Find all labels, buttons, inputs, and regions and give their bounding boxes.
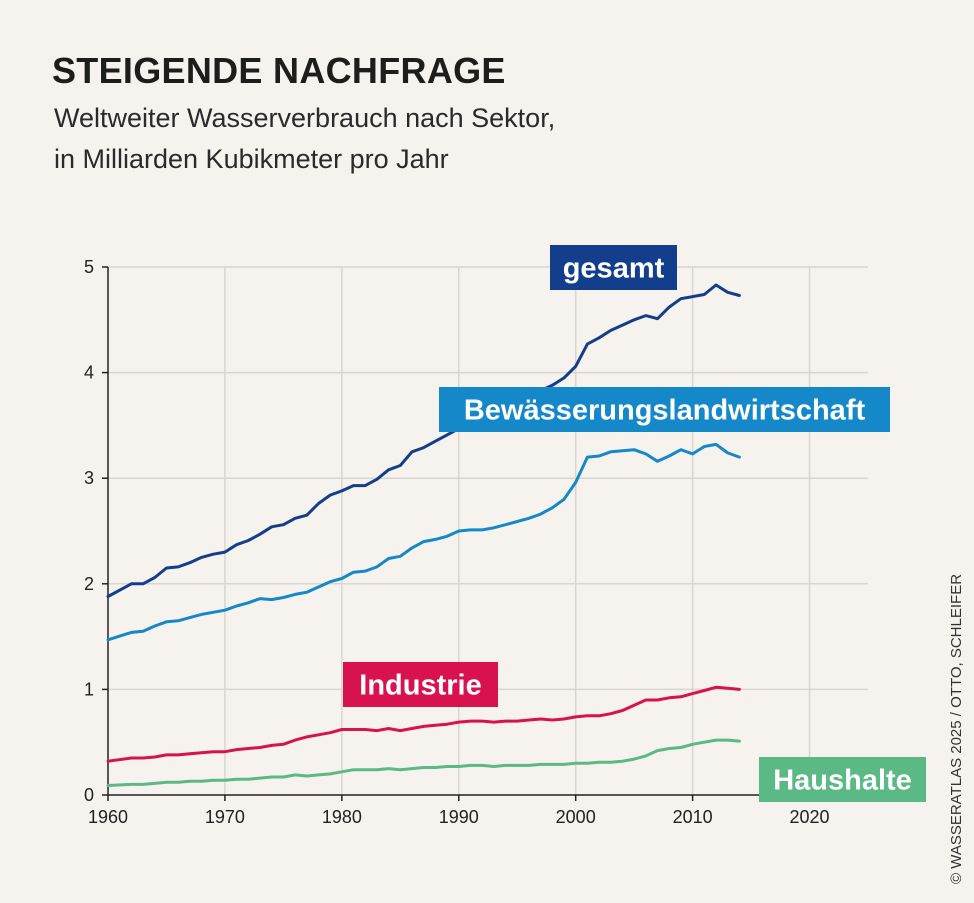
series-label-2: Industrie (343, 662, 498, 707)
page-subtitle: Weltweiter Wasserverbrauch nach Sektor, … (54, 98, 555, 180)
tick-label-y-3: 3 (84, 468, 94, 488)
page-title: STEIGENDE NACHFRAGE (52, 50, 506, 91)
series-label-text-1: Bewässerungslandwirtschaft (464, 395, 866, 427)
tick-label-y-0: 0 (84, 785, 94, 805)
series-label-0: gesamt (550, 245, 677, 290)
chart-series-lines (106, 283, 741, 787)
subtitle-line-1: Weltweiter Wasserverbrauch nach Sektor, (54, 103, 556, 133)
series-label-text-2: Industrie (359, 670, 481, 702)
tick-label-x-2000: 2000 (556, 807, 596, 827)
tick-label-x-2010: 2010 (673, 807, 713, 827)
series-label-1: Bewässerungslandwirtschaft (439, 387, 890, 432)
series-line-2 (106, 685, 741, 763)
chart-axes (102, 266, 868, 801)
chart-series-labels: gesamt Bewässerungslandwirtschaft Industri… (343, 245, 926, 802)
chart-grid (108, 266, 868, 795)
series-label-box-1 (439, 387, 890, 432)
credit-text: © WASSERATLAS 2025 / OTTO, SCHLEIFER (948, 573, 965, 884)
tick-label-x-1990: 1990 (439, 807, 479, 827)
tick-label-x-2020: 2020 (790, 807, 830, 827)
series-line-1 (106, 442, 741, 642)
tick-label-y-4: 4 (84, 363, 94, 383)
tick-label-x-1970: 1970 (205, 807, 245, 827)
series-label-text-0: gesamt (563, 253, 665, 285)
subtitle-line-2: in Milliarden Kubikmeter pro Jahr (54, 144, 449, 174)
series-label-text-3: Haushalte (773, 765, 912, 797)
chart-tick-labels: 1960 1970 1980 1990 2000 2010 2020 0 1 2 3 4 5 (84, 257, 830, 827)
tick-label-y-5: 5 (84, 257, 94, 277)
series-label-box-2 (343, 662, 498, 707)
tick-label-x-1960: 1960 (88, 807, 128, 827)
tick-label-x-1980: 1980 (322, 807, 362, 827)
series-label-box-0 (550, 245, 677, 290)
tick-label-y-2: 2 (84, 574, 94, 594)
series-line-3 (106, 738, 741, 787)
series-label-3: Haushalte (759, 757, 926, 802)
series-line-0 (106, 283, 741, 598)
series-label-box-3 (759, 757, 926, 802)
tick-label-y-1: 1 (84, 679, 94, 699)
